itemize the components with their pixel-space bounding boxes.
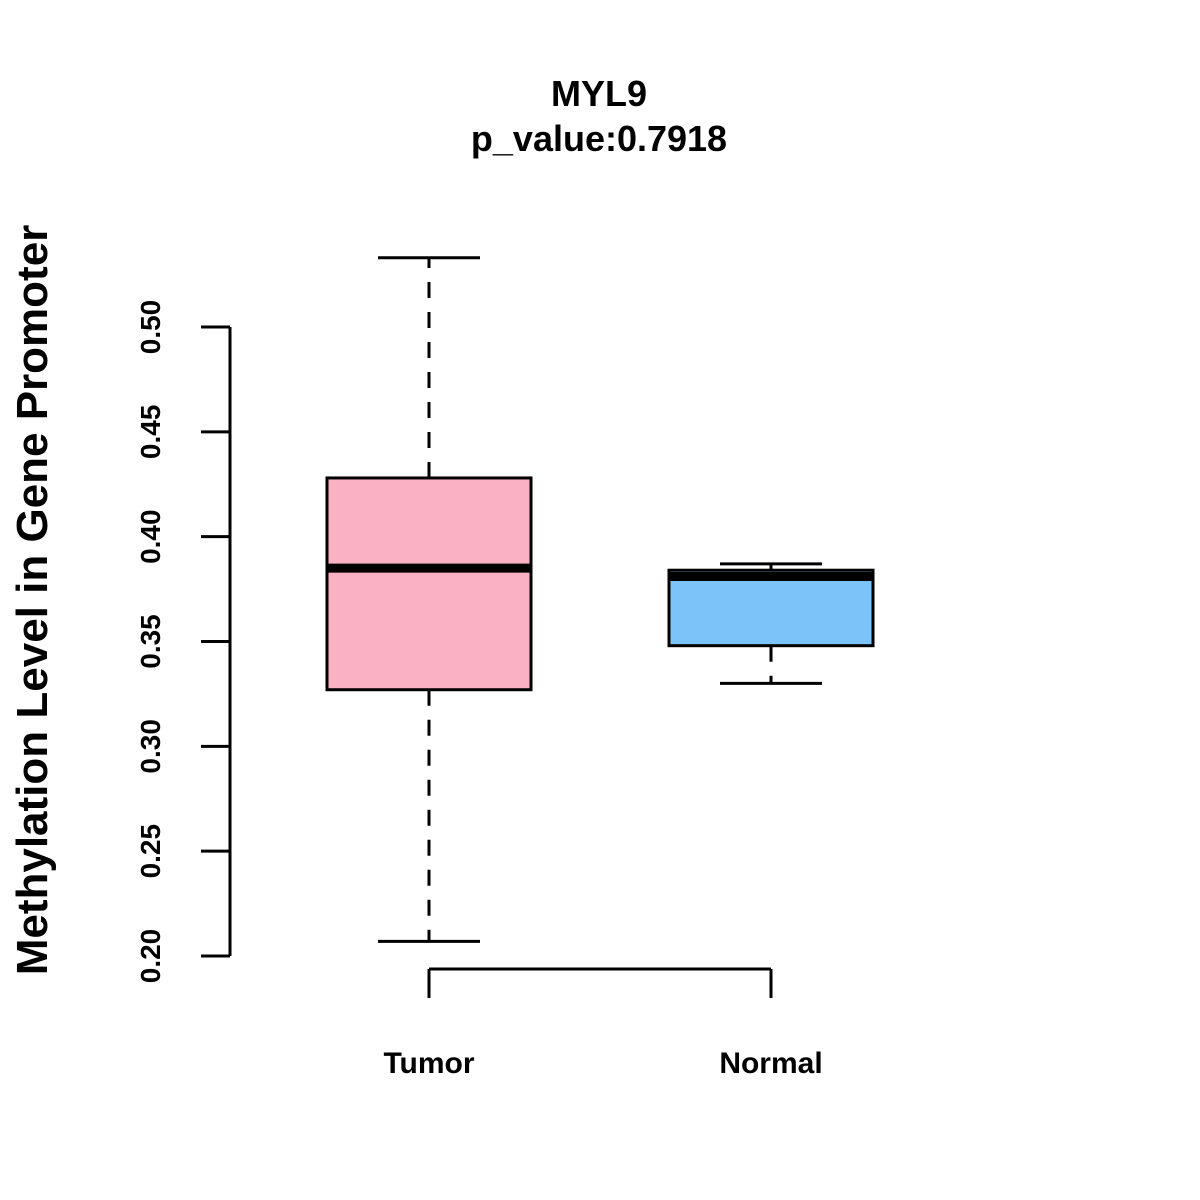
y-tick-label: 0.25 <box>135 824 166 879</box>
box-iqr <box>325 476 533 692</box>
x-tick-label-tumor: Tumor <box>383 1047 474 1080</box>
y-axis-label: Methylation Level in Gene Promoter <box>8 225 57 976</box>
box-normal <box>667 562 875 685</box>
y-tick-label: 0.45 <box>135 405 166 460</box>
y-tick-label: 0.35 <box>135 614 166 669</box>
y-tick-label: 0.30 <box>135 719 166 774</box>
y-tick-label: 0.20 <box>135 929 166 984</box>
x-axis: Tumor Normal <box>383 967 823 1080</box>
y-tick-label: 0.40 <box>135 509 166 564</box>
x-tick-label-normal: Normal <box>719 1047 822 1080</box>
chart-subtitle: p_value:0.7918 <box>471 118 727 159</box>
y-axis: 0.20 0.25 0.30 0.35 0.40 0.45 0.50 <box>135 300 232 984</box>
box-tumor <box>325 256 533 943</box>
box-group <box>325 256 875 943</box>
chart-title: MYL9 <box>551 73 647 114</box>
box-iqr <box>667 568 875 648</box>
y-tick-label: 0.50 <box>135 300 166 355</box>
